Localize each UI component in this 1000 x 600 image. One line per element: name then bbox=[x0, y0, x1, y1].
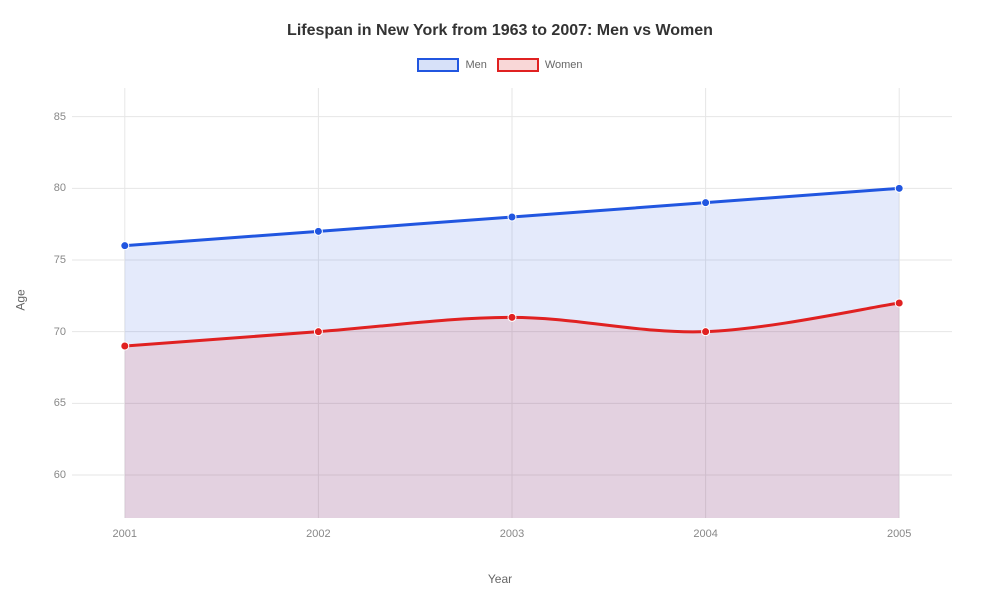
y-tick-label: 80 bbox=[44, 182, 66, 194]
legend-swatch bbox=[417, 58, 459, 72]
series-marker[interactable] bbox=[314, 227, 322, 235]
legend-label: Men bbox=[465, 59, 486, 71]
legend-item[interactable]: Women bbox=[497, 58, 583, 72]
series-marker[interactable] bbox=[508, 313, 516, 321]
series-marker[interactable] bbox=[702, 328, 710, 336]
x-tick-label: 2004 bbox=[693, 528, 717, 540]
legend: Men Women bbox=[0, 58, 1000, 72]
series-marker[interactable] bbox=[121, 342, 129, 350]
y-tick-label: 85 bbox=[44, 111, 66, 123]
x-axis-title: Year bbox=[0, 572, 1000, 586]
y-tick-label: 70 bbox=[44, 326, 66, 338]
x-tick-label: 2001 bbox=[113, 528, 137, 540]
y-tick-label: 65 bbox=[44, 397, 66, 409]
x-tick-label: 2003 bbox=[500, 528, 524, 540]
legend-label: Women bbox=[545, 59, 583, 71]
y-tick-label: 75 bbox=[44, 254, 66, 266]
series-marker[interactable] bbox=[314, 328, 322, 336]
legend-item[interactable]: Men bbox=[417, 58, 486, 72]
x-tick-label: 2005 bbox=[887, 528, 911, 540]
series-marker[interactable] bbox=[121, 242, 129, 250]
legend-swatch bbox=[497, 58, 539, 72]
y-axis-title: Age bbox=[14, 289, 28, 310]
series-marker[interactable] bbox=[895, 184, 903, 192]
series-marker[interactable] bbox=[508, 213, 516, 221]
plot-area bbox=[72, 88, 952, 518]
chart-title: Lifespan in New York from 1963 to 2007: … bbox=[0, 22, 1000, 40]
series-marker[interactable] bbox=[702, 199, 710, 207]
chart-container: Lifespan in New York from 1963 to 2007: … bbox=[0, 0, 1000, 600]
series-marker[interactable] bbox=[895, 299, 903, 307]
y-tick-label: 60 bbox=[44, 469, 66, 481]
x-tick-label: 2002 bbox=[306, 528, 330, 540]
